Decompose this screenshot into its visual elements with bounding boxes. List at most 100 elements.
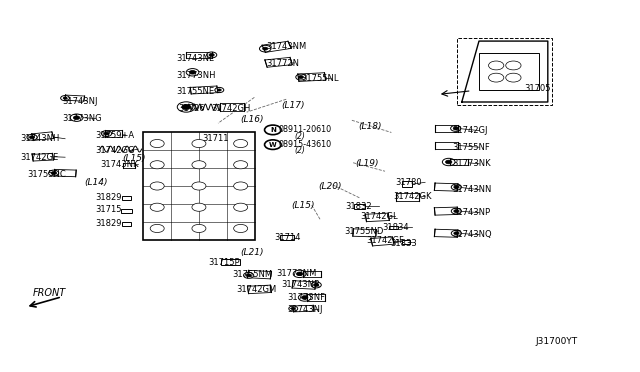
Text: 31743NR: 31743NR (282, 280, 321, 289)
Circle shape (262, 47, 268, 50)
Circle shape (454, 186, 459, 189)
Polygon shape (190, 86, 218, 94)
Text: 31829: 31829 (96, 219, 122, 228)
Circle shape (298, 294, 311, 301)
Bar (221, 259, 241, 264)
Text: 31759+A: 31759+A (96, 131, 135, 140)
Text: (L19): (L19) (355, 159, 378, 169)
Circle shape (70, 114, 83, 121)
Circle shape (291, 308, 295, 310)
Circle shape (234, 182, 248, 190)
Polygon shape (353, 229, 376, 237)
Polygon shape (462, 41, 548, 102)
Circle shape (27, 134, 37, 140)
Circle shape (150, 224, 164, 232)
Circle shape (296, 272, 303, 276)
Text: 31726: 31726 (179, 104, 205, 113)
Polygon shape (435, 183, 458, 191)
Circle shape (104, 132, 109, 135)
Text: FRONT: FRONT (33, 288, 66, 298)
Polygon shape (104, 130, 122, 137)
Text: 31742GG: 31742GG (96, 147, 135, 155)
Circle shape (454, 210, 459, 212)
Text: 31705: 31705 (524, 84, 550, 93)
Polygon shape (248, 270, 271, 279)
Circle shape (215, 87, 224, 93)
Text: 31715P: 31715P (209, 258, 240, 267)
Text: 31773NG: 31773NG (62, 114, 102, 123)
Text: 31742GF: 31742GF (366, 236, 404, 245)
Polygon shape (450, 159, 468, 165)
Bar (120, 209, 132, 213)
Circle shape (234, 161, 248, 169)
Circle shape (453, 127, 458, 130)
Circle shape (264, 140, 281, 150)
Bar (355, 204, 365, 209)
Text: 31743NM: 31743NM (266, 42, 306, 51)
Circle shape (506, 73, 521, 82)
Circle shape (150, 203, 164, 211)
Text: 08915-43610: 08915-43610 (278, 140, 332, 149)
Text: (L16): (L16) (241, 115, 264, 124)
Circle shape (259, 45, 271, 52)
Circle shape (311, 282, 321, 288)
Circle shape (298, 76, 303, 78)
Polygon shape (262, 41, 291, 52)
Text: 31742GE: 31742GE (20, 153, 59, 162)
Circle shape (451, 230, 461, 236)
Text: 31832: 31832 (346, 202, 372, 211)
Polygon shape (32, 132, 54, 141)
Text: 31834: 31834 (383, 223, 409, 232)
Bar (122, 196, 131, 200)
Circle shape (445, 160, 452, 164)
Text: (L15): (L15) (122, 154, 146, 163)
Text: (L18): (L18) (358, 122, 381, 131)
Circle shape (454, 232, 459, 235)
Text: 31742GJ: 31742GJ (452, 126, 488, 135)
Circle shape (192, 203, 206, 211)
Bar (280, 235, 294, 240)
Circle shape (150, 161, 164, 169)
Circle shape (150, 182, 164, 190)
Circle shape (29, 136, 35, 139)
Bar (389, 225, 397, 229)
Circle shape (218, 89, 221, 91)
Text: 31742GK: 31742GK (394, 192, 432, 201)
Circle shape (451, 208, 461, 214)
Circle shape (61, 96, 70, 101)
Polygon shape (365, 213, 389, 222)
Text: 31755ND: 31755ND (344, 227, 383, 235)
Text: 31742GM: 31742GM (236, 285, 276, 294)
Polygon shape (248, 285, 271, 294)
Text: 31743NP: 31743NP (452, 208, 491, 217)
Text: 31755NF: 31755NF (452, 143, 490, 152)
Circle shape (301, 296, 308, 299)
Text: 31773NF: 31773NF (287, 294, 325, 302)
Circle shape (192, 161, 206, 169)
Polygon shape (371, 237, 394, 246)
Circle shape (63, 97, 67, 99)
Circle shape (246, 274, 251, 277)
Circle shape (192, 224, 206, 232)
Text: 31743NN: 31743NN (452, 185, 492, 194)
Polygon shape (435, 207, 458, 215)
Bar (479, 53, 540, 90)
Text: 31773NK: 31773NK (452, 159, 491, 169)
Text: (L14): (L14) (84, 178, 108, 187)
Circle shape (488, 73, 504, 82)
Circle shape (296, 74, 306, 80)
Text: (2): (2) (294, 147, 305, 155)
Text: 31833: 31833 (390, 239, 417, 248)
Circle shape (488, 61, 504, 70)
Text: 31755NE: 31755NE (177, 87, 215, 96)
Text: (2): (2) (294, 132, 305, 141)
Text: 31772N: 31772N (266, 58, 299, 68)
Text: 31773NH: 31773NH (177, 71, 216, 80)
Text: 31743NL: 31743NL (177, 54, 214, 63)
Text: 31711: 31711 (202, 134, 228, 142)
Circle shape (234, 140, 248, 148)
Text: (L21): (L21) (241, 248, 264, 257)
Text: (L15): (L15) (291, 201, 315, 210)
Circle shape (192, 182, 206, 190)
Polygon shape (303, 270, 321, 277)
